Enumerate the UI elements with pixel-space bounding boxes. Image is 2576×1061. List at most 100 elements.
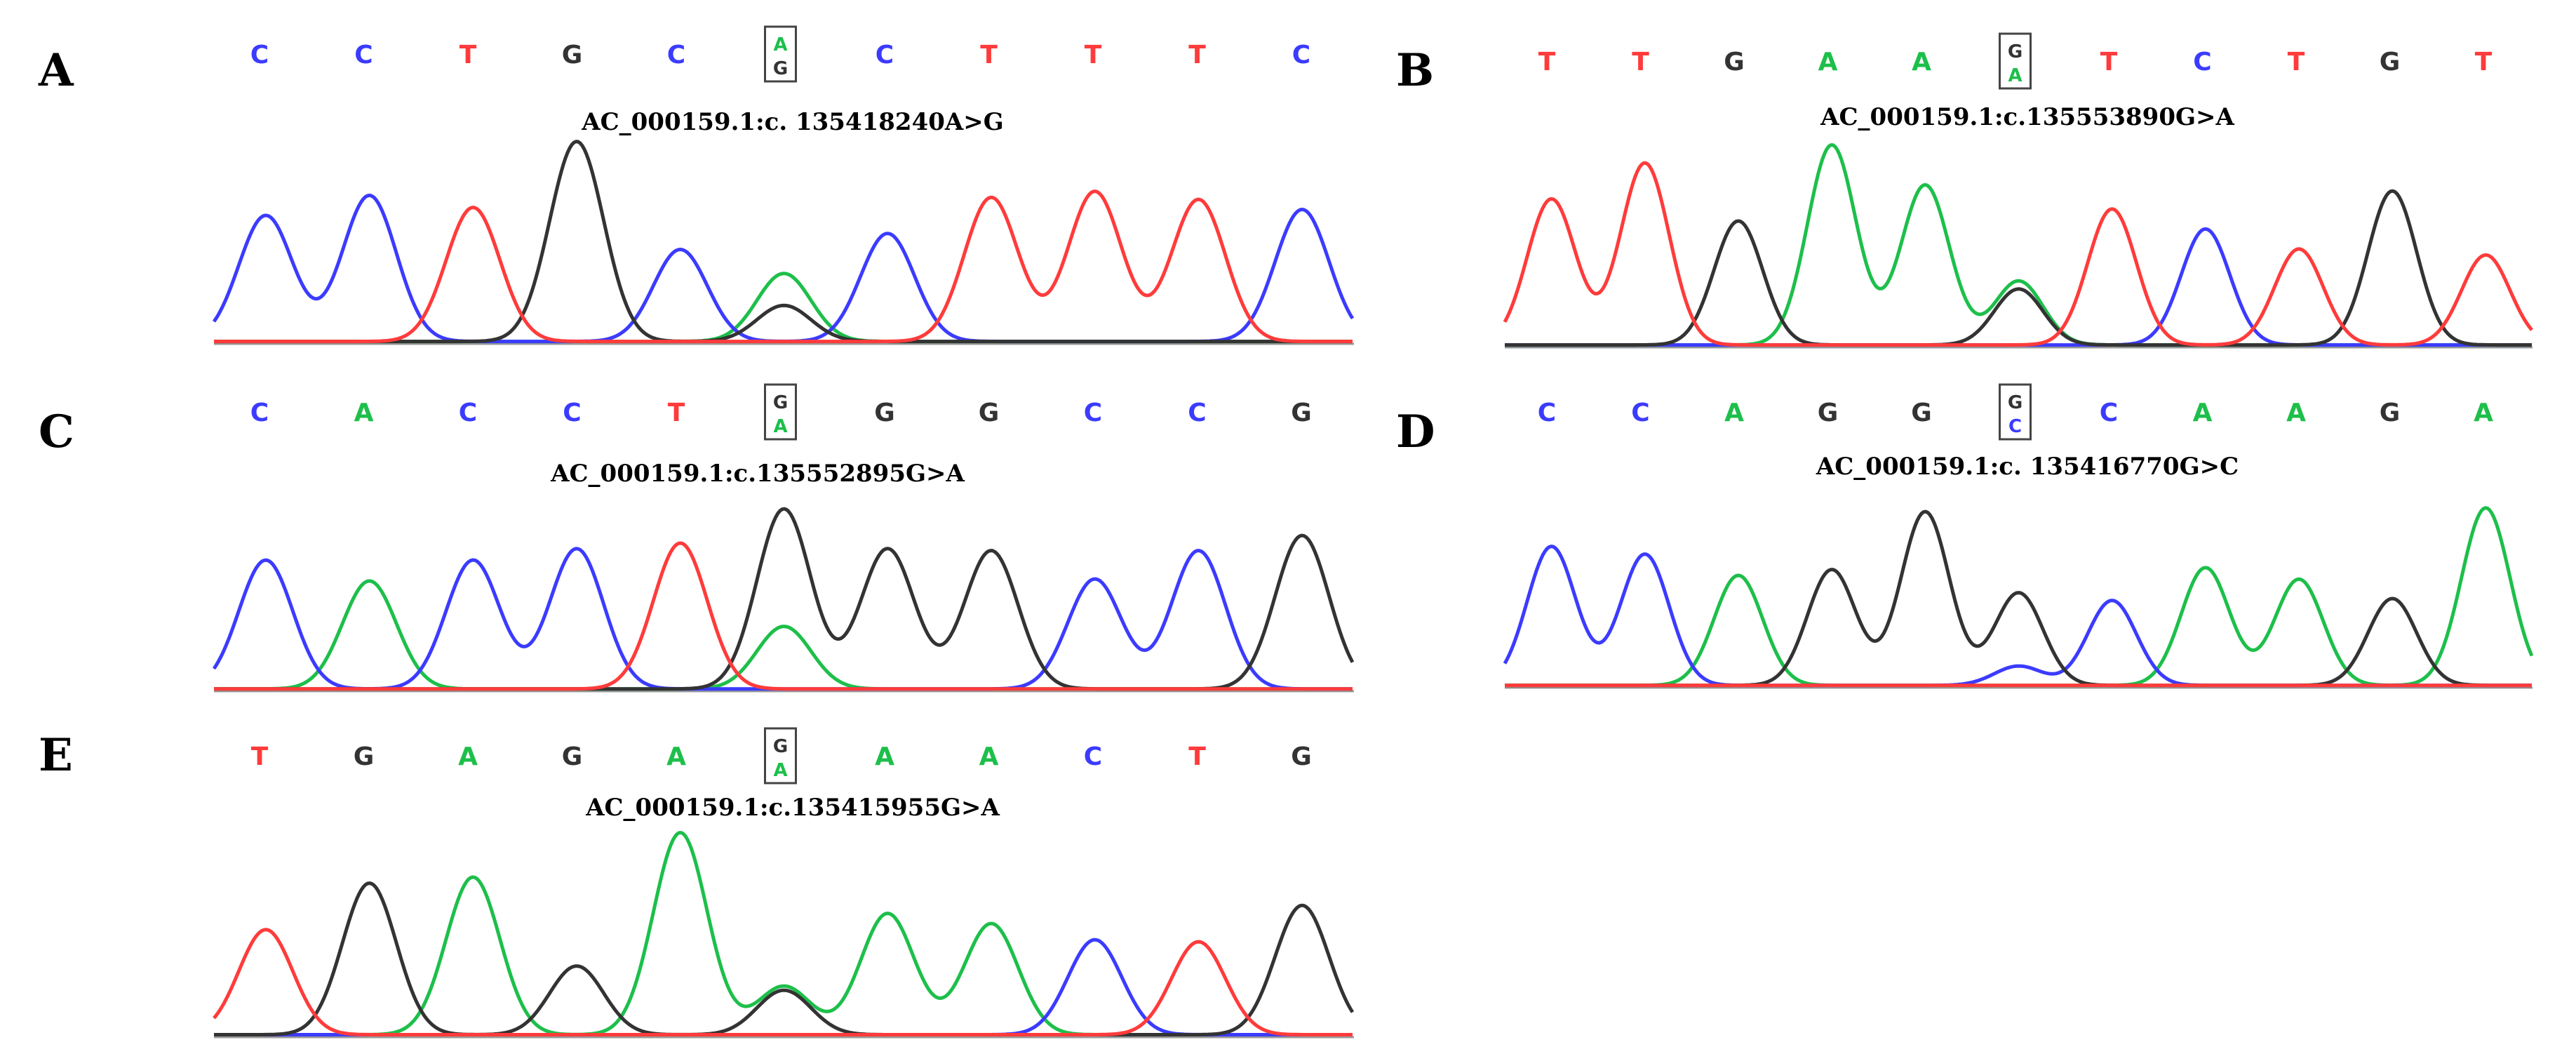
trace-a: [214, 831, 1353, 1036]
base-call: A: [1724, 399, 1744, 427]
trace-g: [214, 881, 1355, 1036]
base-call: G: [2380, 48, 2401, 76]
base-call: C: [2193, 48, 2211, 76]
panel-b: B T T G A A GA T C T G T AC_000159.1:c.135553890G>…: [1396, 32, 2533, 349]
base-call: G: [979, 399, 1000, 427]
base-call: T: [251, 742, 269, 771]
trace-c: [212, 193, 1355, 344]
variant-box: [764, 383, 797, 441]
variant-box: [1999, 32, 2032, 90]
variant-base-bottom: A: [773, 760, 787, 781]
base-call: G: [1291, 742, 1312, 771]
base-call: A: [666, 742, 686, 771]
base-call: C: [1084, 399, 1102, 427]
base-call: C: [1631, 399, 1649, 427]
base-call: G: [354, 742, 375, 771]
chromatogram-traces-d: [1503, 506, 2534, 689]
base-call: G: [874, 399, 895, 427]
trace-t: [213, 928, 1353, 1036]
base-call: A: [2474, 399, 2493, 427]
panel-letter-c: C: [39, 406, 74, 458]
chromatogram-traces-a: [212, 140, 1355, 345]
base-call-row-c: C A C C T GA G G C C G: [250, 383, 1312, 441]
base-call: A: [875, 742, 894, 771]
trace-t: [214, 189, 1353, 344]
base-call: G: [1818, 399, 1839, 427]
base-call: T: [2100, 48, 2118, 76]
chromatogram-traces-e: [213, 831, 1355, 1039]
base-call: C: [667, 41, 685, 69]
variant-base-bottom: G: [773, 58, 788, 79]
trace-t: [214, 541, 1353, 691]
base-call: T: [668, 399, 685, 427]
trace-c: [212, 547, 1353, 691]
trace-a: [1505, 506, 2534, 688]
trace-t: [1503, 161, 2533, 347]
variant-label-c: AC_000159.1:c.135552895G>A: [550, 460, 965, 488]
variant-box: [764, 25, 797, 83]
base-call: C: [250, 399, 269, 427]
base-call: T: [2475, 48, 2493, 76]
base-call-row-b: T T G A A GA T C T G T: [1538, 32, 2493, 90]
base-call: A: [2193, 399, 2213, 427]
base-call: T: [1632, 48, 1649, 76]
trace-a: [1505, 143, 2532, 347]
base-call-row-e: T G A G A GA A A C T G: [251, 727, 1312, 785]
base-call: A: [458, 742, 478, 771]
panel-letter-a: A: [38, 44, 74, 97]
base-call-row-a: C C T G C AG C T T T C: [250, 25, 1310, 83]
variant-label-d: AC_000159.1:c. 135416770G>C: [1816, 453, 2239, 481]
base-call: C: [876, 41, 894, 69]
panel-letter-b: B: [1396, 44, 1434, 97]
base-call: C: [1538, 399, 1556, 427]
variant-box: [1999, 383, 2032, 441]
base-call: A: [979, 742, 999, 771]
variant-base-top: G: [773, 392, 788, 413]
base-call: G: [1291, 399, 1312, 427]
panel-c: C C A C C T GA G G C C G AC_000159.1:c.135552895G>…: [39, 383, 1355, 693]
trace-a: [214, 579, 1353, 691]
variant-base-top: G: [2008, 392, 2022, 413]
variant-box: [764, 727, 797, 785]
variant-base-bottom: A: [773, 416, 787, 437]
base-call: T: [1538, 48, 1556, 76]
panel-e: E T G A G A GA A A C T G AC_000159.1:c.135415955G>…: [39, 727, 1355, 1039]
trace-g: [1505, 189, 2532, 347]
base-call: T: [980, 41, 998, 69]
trace-g: [1505, 509, 2532, 688]
base-call: T: [1085, 41, 1102, 69]
trace-a: [214, 272, 1353, 344]
base-call-row-d: C C A G G GC C A A G A: [1538, 383, 2493, 441]
base-call: T: [2288, 48, 2305, 76]
base-call: C: [1292, 41, 1310, 69]
variant-base-top: A: [773, 34, 787, 55]
base-call: A: [1818, 48, 1838, 76]
base-call: G: [1911, 399, 1932, 427]
base-call: A: [354, 399, 374, 427]
chromatogram-traces-b: [1503, 143, 2533, 349]
variant-base-bottom: A: [2008, 65, 2022, 86]
base-call: A: [2286, 399, 2306, 427]
variant-label-b: AC_000159.1:c.135553890G>A: [1820, 103, 2234, 131]
base-call: C: [1084, 742, 1102, 771]
base-call: G: [562, 41, 583, 69]
variant-base-top: G: [773, 736, 788, 757]
base-call: C: [459, 399, 477, 427]
panel-d: D C C A G G GC C A A G A AC_000159.1:c. 135416770G…: [1396, 383, 2534, 689]
variant-label-e: AC_000159.1:c.135415955G>A: [585, 794, 1000, 822]
base-call: C: [2100, 399, 2118, 427]
base-call: C: [250, 41, 269, 69]
base-call: T: [1188, 742, 1206, 771]
base-call: C: [563, 399, 581, 427]
base-call: G: [562, 742, 583, 771]
base-call: A: [1912, 48, 1931, 76]
base-call: G: [2380, 399, 2401, 427]
panel-letter-e: E: [39, 729, 73, 782]
variant-base-bottom: C: [2008, 416, 2022, 437]
base-call: C: [354, 41, 373, 69]
base-call: T: [1188, 41, 1206, 69]
base-call: T: [459, 41, 477, 69]
trace-g: [214, 140, 1353, 344]
base-call: C: [1188, 399, 1206, 427]
